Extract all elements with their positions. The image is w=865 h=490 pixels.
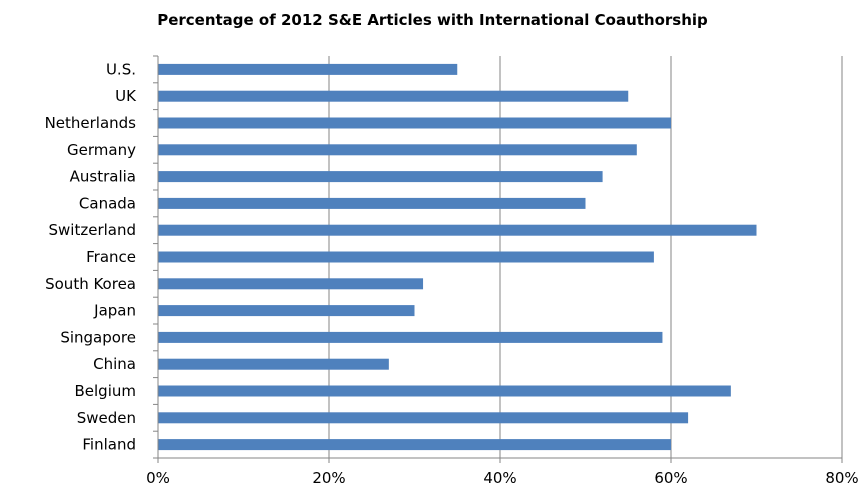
category-label: Belgium [75,382,137,400]
category-label: Switzerland [49,221,137,239]
category-label: France [86,248,136,266]
chart-title: Percentage of 2012 S&E Articles with Int… [157,11,708,29]
x-tick-label: 40% [483,469,516,487]
x-tick-label: 20% [312,469,345,487]
bars [158,63,757,451]
bar [158,63,458,75]
bar [158,197,586,209]
bar [158,117,671,129]
axes [153,55,843,463]
category-label: U.S. [106,60,136,78]
category-label: Finland [82,436,136,454]
category-label: China [93,355,136,373]
category-label: Canada [79,194,136,212]
category-label: Germany [67,141,136,159]
bar [158,251,654,263]
bar [158,171,603,183]
bar [158,385,731,397]
labels: 0% 20% 40% 60% 80% U.S. UK Netherlands Germany Au… [45,60,859,487]
x-tick-label: 0% [146,469,170,487]
bar [158,412,689,424]
bar [158,439,671,451]
category-label: Australia [70,168,136,186]
bar [158,331,663,343]
bar [158,305,415,317]
category-label: Sweden [77,409,136,427]
category-label: Japan [93,302,136,320]
category-label: Singapore [60,328,136,346]
category-label: UK [115,87,137,105]
bar [158,278,424,290]
category-label: Netherlands [45,114,137,132]
category-label: South Korea [45,275,136,293]
x-tick-label: 60% [654,469,687,487]
bar [158,90,629,102]
x-tick-label: 80% [825,469,858,487]
bar [158,224,757,236]
bar [158,358,389,370]
bar [158,144,637,156]
